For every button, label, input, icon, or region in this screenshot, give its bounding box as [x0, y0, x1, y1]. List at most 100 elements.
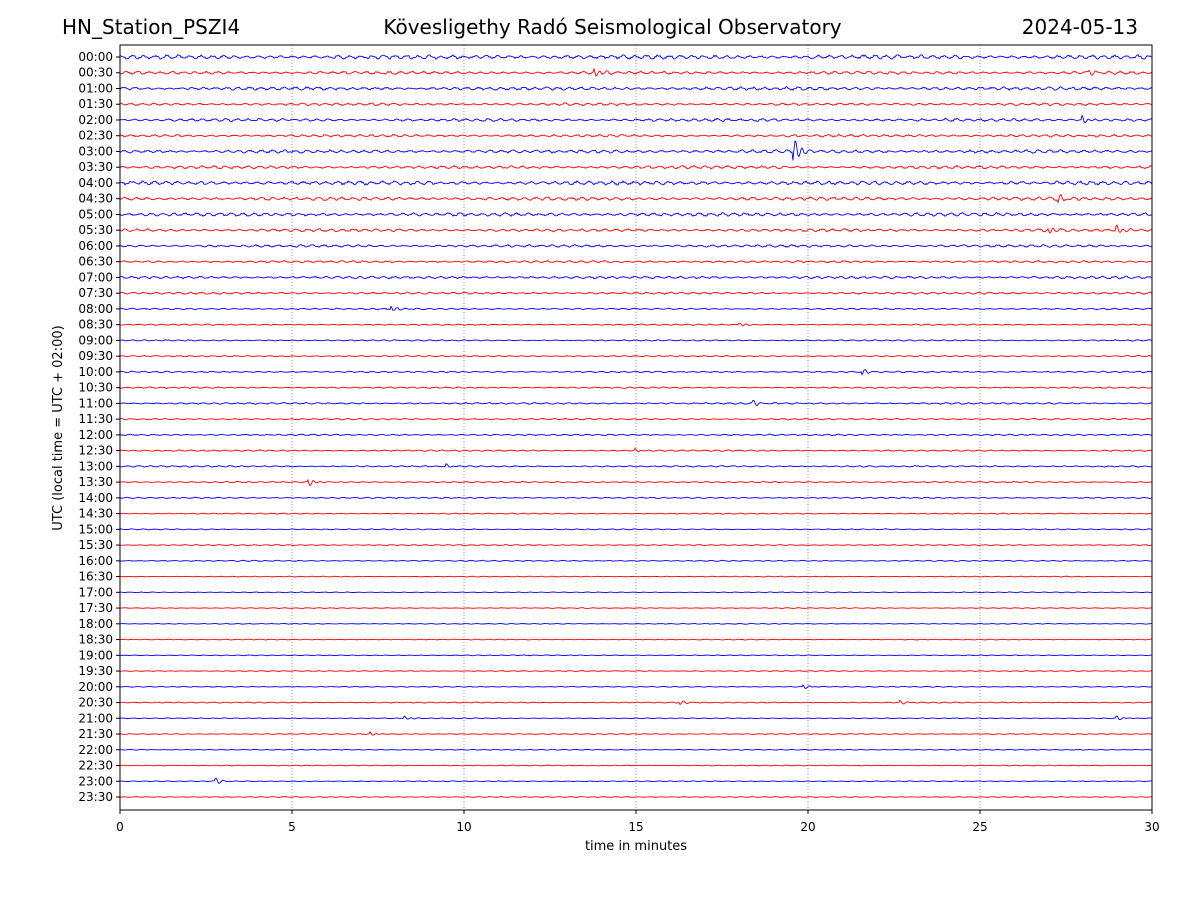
x-axis-ticks: 0 5 10 15 20 25 30	[116, 810, 1160, 834]
y-tick-label: 15:00	[78, 522, 113, 536]
y-tick-label: 01:00	[78, 81, 113, 95]
y-tick-label: 08:30	[78, 318, 113, 332]
trace-0930	[119, 354, 1153, 358]
trace-2200	[119, 748, 1153, 751]
y-tick-label: 00:30	[78, 66, 113, 80]
y-tick-label: 02:00	[78, 113, 113, 127]
trace-0900	[119, 339, 1153, 342]
y-tick-label: 23:30	[78, 790, 113, 804]
y-tick-label: 09:30	[78, 349, 113, 363]
trace-1330	[119, 478, 1153, 487]
y-tick-label: 19:30	[78, 664, 113, 678]
trace-0500	[119, 212, 1153, 217]
trace-0130	[119, 102, 1153, 107]
trace-1700	[119, 591, 1153, 594]
y-tick-label: 08:00	[78, 302, 113, 316]
trace-1300	[119, 463, 1153, 468]
y-tick-label: 12:00	[78, 428, 113, 442]
y-tick-label: 17:00	[78, 585, 113, 599]
trace-2230	[119, 764, 1153, 767]
trace-0200	[119, 114, 1153, 124]
trace-0530	[119, 224, 1153, 234]
y-tick-label: 19:00	[78, 648, 113, 662]
trace-0400	[119, 180, 1153, 186]
trace-1030	[119, 386, 1153, 389]
trace-2300	[119, 777, 1153, 784]
x-tick-label: 0	[116, 820, 124, 834]
x-tick-label: 20	[800, 820, 815, 834]
trace-0800	[119, 305, 1153, 311]
y-tick-label: 12:30	[78, 444, 113, 458]
y-tick-label: 18:00	[78, 617, 113, 631]
y-tick-label: 04:30	[78, 192, 113, 206]
y-tick-label: 11:00	[78, 396, 113, 410]
trace-0830	[119, 322, 1153, 327]
trace-1100	[119, 399, 1153, 407]
trace-2100	[119, 715, 1153, 721]
y-tick-label: 10:30	[78, 381, 113, 395]
trace-1900	[119, 654, 1153, 657]
trace-0230	[119, 133, 1153, 138]
y-tick-label: 23:00	[78, 774, 113, 788]
x-tick-label: 25	[972, 820, 987, 834]
trace-0330	[119, 164, 1153, 170]
trace-1930	[119, 670, 1153, 672]
trace-0700	[119, 275, 1153, 280]
y-tick-label: 07:30	[78, 286, 113, 300]
trace-1730	[119, 607, 1153, 609]
x-tick-label: 5	[288, 820, 296, 834]
y-tick-label: 14:30	[78, 507, 113, 521]
trace-1800	[119, 622, 1153, 625]
y-tick-label: 21:30	[78, 727, 113, 741]
trace-1430	[119, 512, 1153, 515]
x-tick-label: 10	[456, 820, 471, 834]
trace-0000	[119, 53, 1153, 60]
y-tick-label: 20:30	[78, 696, 113, 710]
x-axis-label: time in minutes	[585, 839, 687, 854]
y-tick-label: 22:00	[78, 743, 113, 757]
grid-lines	[291, 45, 981, 810]
y-tick-label: 13:30	[78, 475, 113, 489]
y-tick-label: 03:00	[78, 144, 113, 158]
trace-1630	[119, 575, 1153, 578]
y-tick-label: 04:00	[78, 176, 113, 190]
y-tick-label: 10:00	[78, 365, 113, 379]
trace-0430	[119, 194, 1153, 204]
trace-1830	[119, 638, 1153, 641]
y-tick-label: 18:30	[78, 633, 113, 647]
trace-1530	[119, 544, 1153, 547]
station-title: HN_Station_PSZI4	[62, 15, 241, 39]
trace-1230	[119, 447, 1153, 453]
trace-2000	[119, 684, 1152, 690]
trace-1600	[119, 559, 1153, 562]
trace-1000	[119, 369, 1153, 376]
x-tick-label: 30	[1144, 820, 1159, 834]
trace-0300	[119, 140, 1153, 161]
y-tick-label: 15:30	[78, 538, 113, 552]
x-tick-label: 15	[628, 820, 643, 834]
y-tick-label: 14:00	[78, 491, 113, 505]
chart-title: Kövesligethy Radó Seismological Observat…	[383, 15, 842, 39]
trace-1130	[119, 417, 1153, 421]
y-tick-label: 11:30	[78, 412, 113, 426]
y-tick-label: 01:30	[78, 97, 113, 111]
trace-2030	[119, 699, 1153, 706]
y-tick-label: 16:00	[78, 554, 113, 568]
trace-1500	[119, 528, 1153, 531]
trace-2130	[119, 730, 1153, 736]
y-tick-label: 06:30	[78, 255, 113, 269]
y-tick-label: 17:30	[78, 601, 113, 615]
trace-0730	[119, 291, 1153, 295]
y-tick-label: 05:00	[78, 207, 113, 221]
trace-1400	[119, 496, 1153, 500]
y-tick-label: 20:00	[78, 680, 113, 694]
trace-0600	[119, 244, 1153, 248]
trace-0100	[119, 85, 1153, 92]
y-tick-label: 09:00	[78, 333, 113, 347]
y-tick-label: 02:30	[78, 129, 113, 143]
y-tick-label: 06:00	[78, 239, 113, 253]
y-axis-label: UTC (local time = UTC + 02:00)	[51, 325, 66, 530]
trace-1200	[119, 433, 1153, 437]
